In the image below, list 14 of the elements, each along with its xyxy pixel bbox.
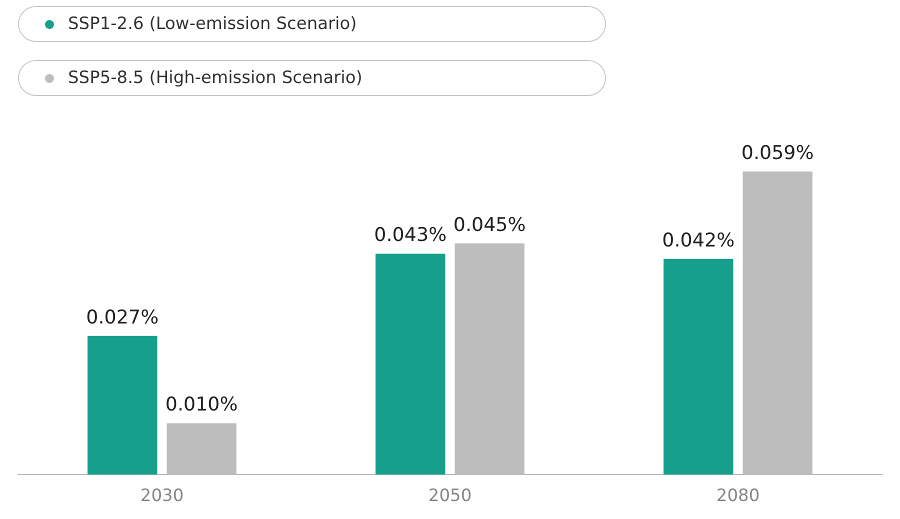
bar: [664, 258, 734, 475]
legend-label: SSP5-8.5 (High-emission Scenario): [68, 68, 362, 88]
data-label: 0.045%: [453, 214, 526, 236]
bar: [376, 254, 446, 475]
data-label: 0.010%: [165, 394, 238, 416]
data-label: 0.043%: [374, 224, 447, 246]
x-tick-label: 2030: [140, 486, 184, 506]
legend-label: SSP1-2.6 (Low-emission Scenario): [68, 14, 357, 34]
x-tick-label: 2080: [716, 486, 760, 506]
x-tick-label: 2050: [428, 486, 472, 506]
bar: [88, 336, 158, 475]
data-label: 0.059%: [741, 142, 814, 164]
data-label: 0.042%: [662, 229, 735, 252]
data-label: 0.027%: [86, 306, 159, 328]
